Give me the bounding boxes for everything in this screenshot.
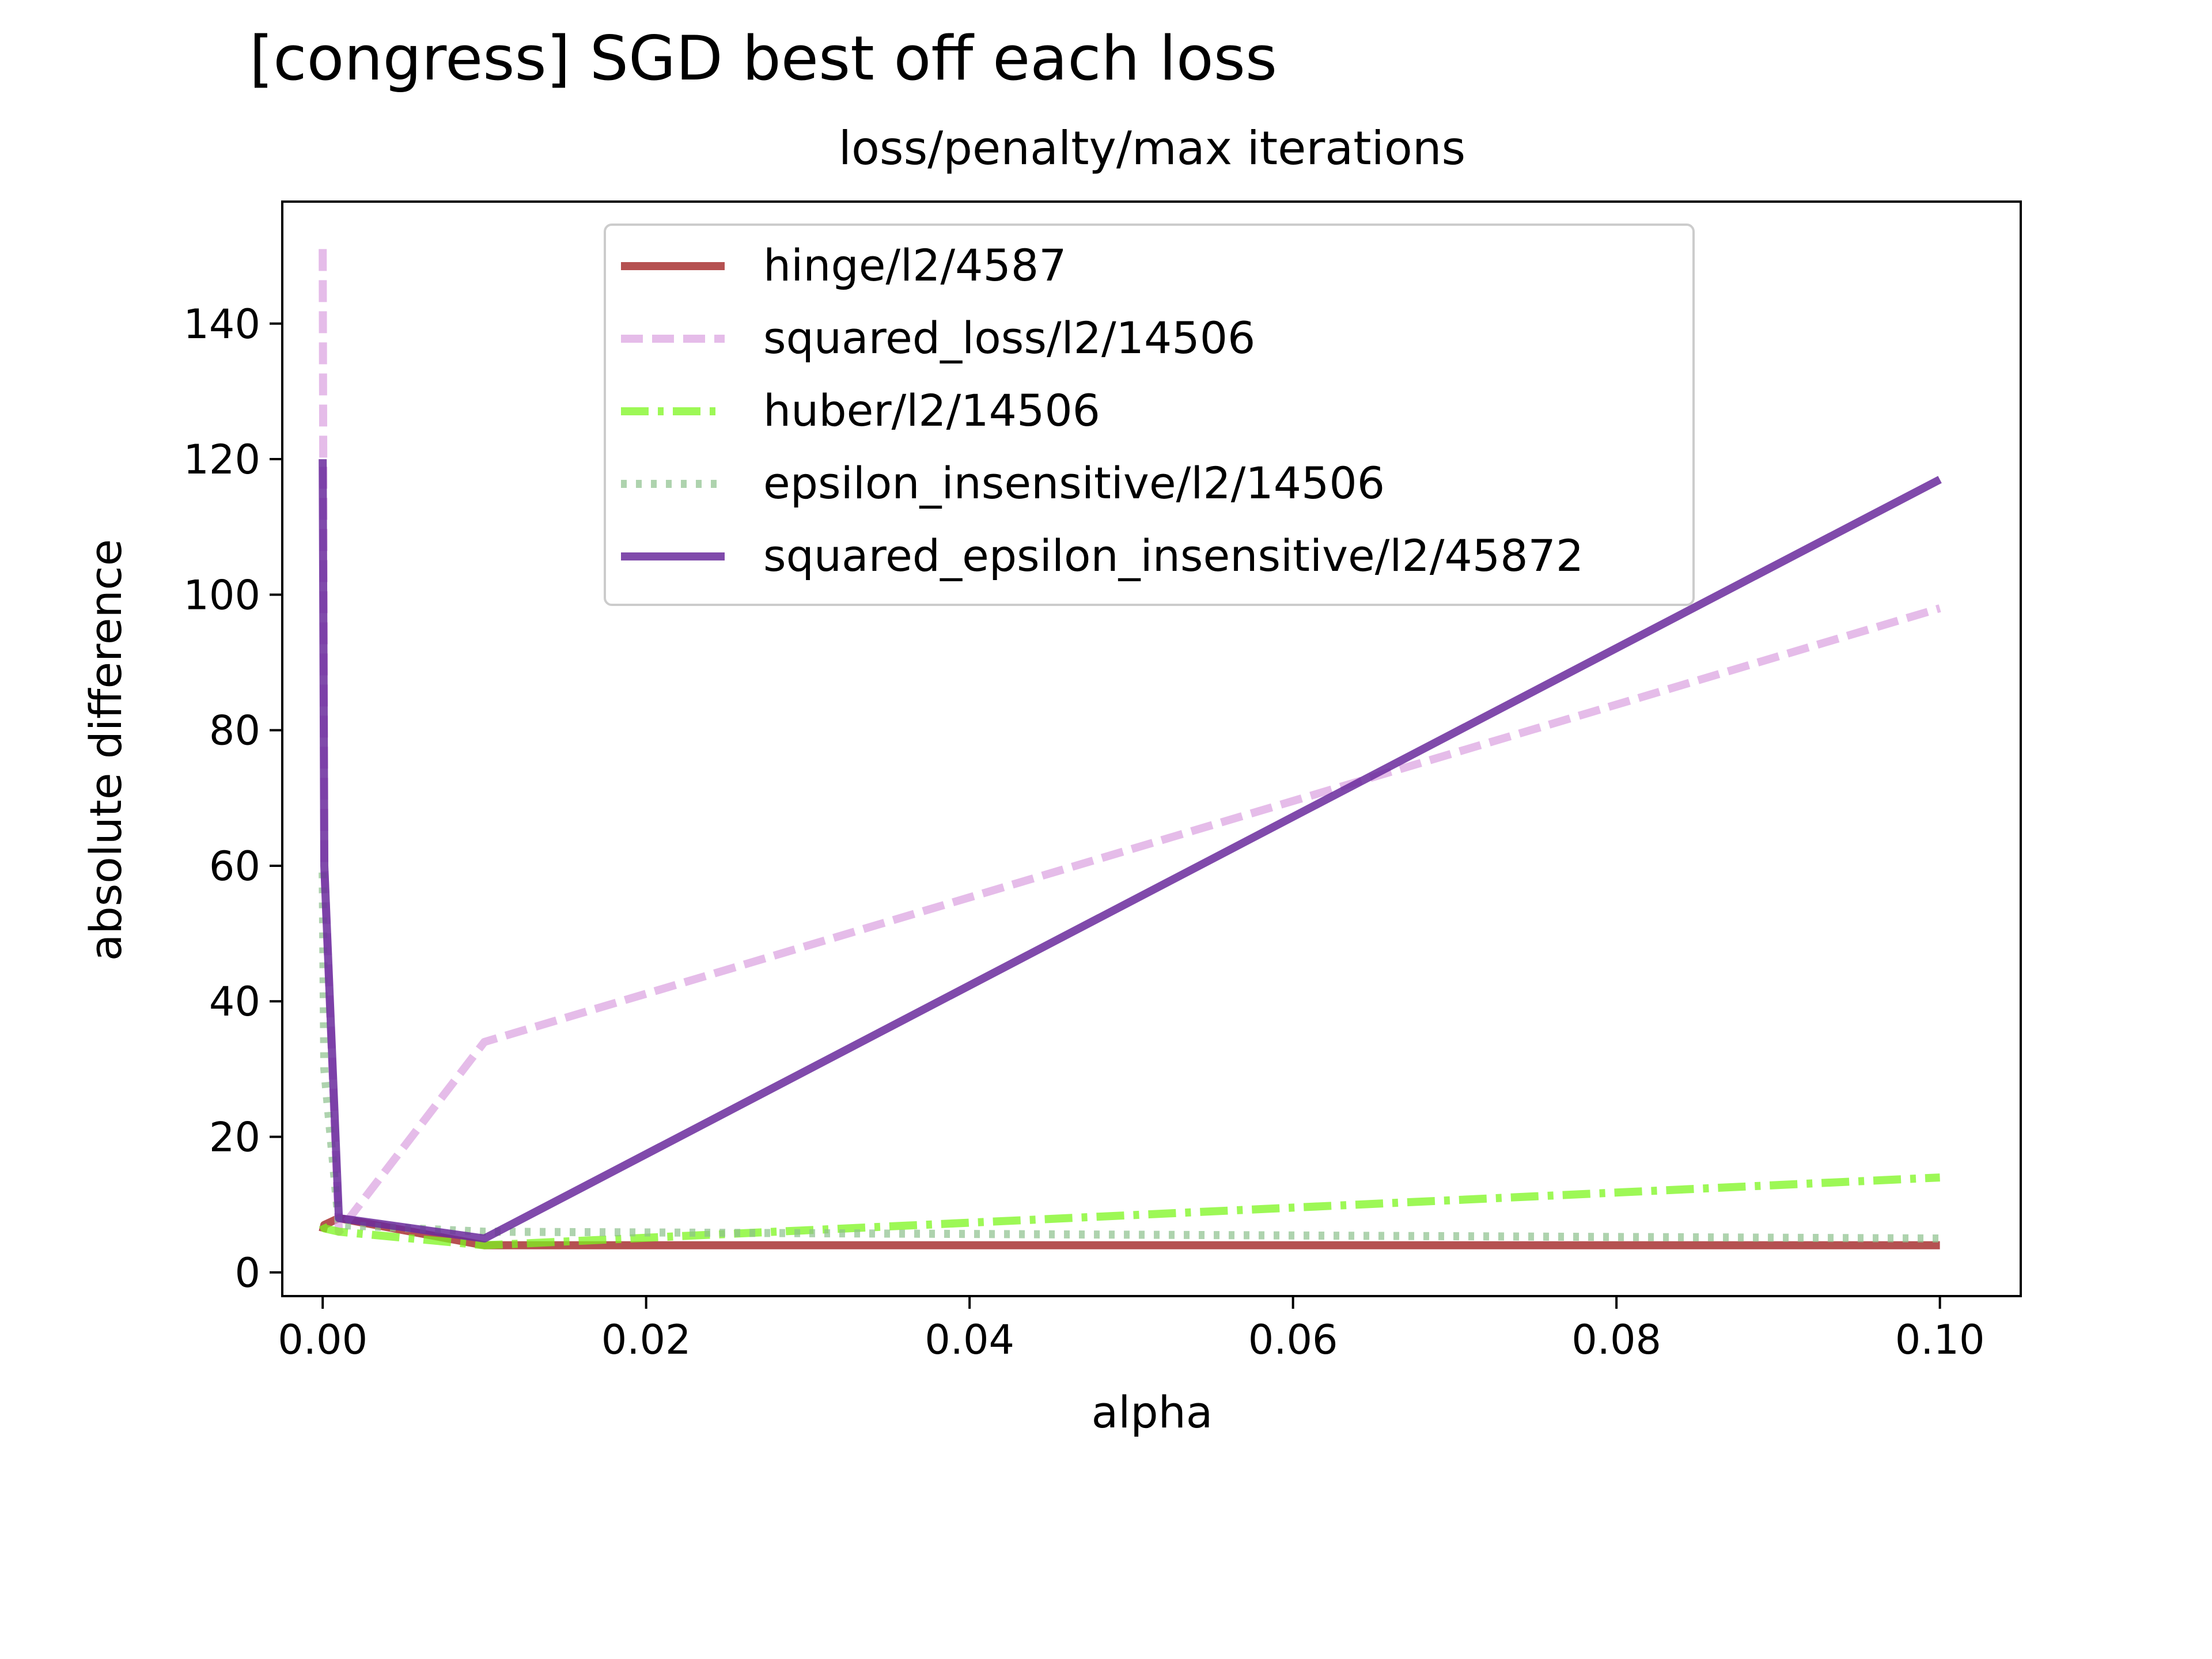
x-tick-label: 0.08 <box>1571 1316 1661 1363</box>
x-axis-label: alpha <box>1092 1387 1213 1438</box>
x-axis: 0.00 0.02 0.04 0.06 0.08 0.10 <box>278 1296 1985 1363</box>
x-tick-label: 0.02 <box>601 1316 691 1363</box>
x-tick-label: 0.04 <box>925 1316 1014 1363</box>
series-line-4 <box>319 459 1942 1243</box>
plot-area <box>281 200 2022 1297</box>
legend-label-0: hinge/l2/4587 <box>763 240 1067 291</box>
chart-subtitle: loss/penalty/max iterations <box>839 122 1465 175</box>
y-tick-label: 60 <box>209 843 260 890</box>
y-tick-label: 40 <box>209 978 260 1025</box>
y-axis-label: absolute difference <box>80 539 131 961</box>
legend-label-3: epsilon_insensitive/l2/14506 <box>763 457 1385 509</box>
plot-frame <box>281 200 2022 1297</box>
legend-label-4: squared_epsilon_insensitive/l2/45872 <box>763 530 1584 581</box>
y-tick-label: 0 <box>234 1249 260 1297</box>
x-tick-label: 0.10 <box>1895 1316 1985 1363</box>
y-tick-label: 20 <box>209 1114 260 1161</box>
y-axis: 0 20 40 60 80 100 120 140 <box>183 301 282 1297</box>
y-tick-label: 100 <box>183 571 260 619</box>
series-line-2 <box>319 1173 1940 1249</box>
x-tick-label: 0.06 <box>1248 1316 1338 1363</box>
legend-box <box>604 224 1695 606</box>
series-line-3 <box>319 872 1940 1243</box>
legend: hinge/l2/4587 squared_loss/l2/14506 huber/… <box>604 224 1695 606</box>
y-tick-label: 120 <box>183 436 260 483</box>
y-tick-label: 80 <box>209 707 260 755</box>
legend-label-1: squared_loss/l2/14506 <box>763 312 1255 363</box>
chart-title: [congress] SGD best off each loss <box>249 23 1277 94</box>
x-tick-label: 0.00 <box>278 1316 368 1363</box>
legend-label-2: huber/l2/14506 <box>763 385 1100 436</box>
y-tick-label: 140 <box>183 301 260 348</box>
